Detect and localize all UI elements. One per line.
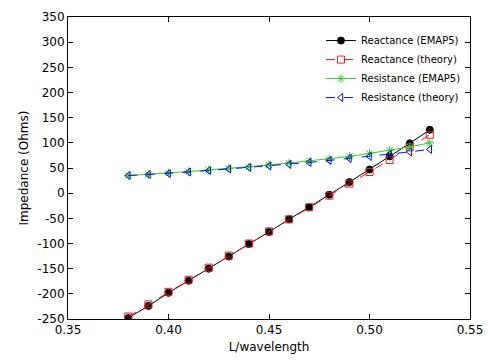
svg-text:-100: -100 <box>37 237 64 251</box>
svg-text:150: 150 <box>42 111 65 125</box>
svg-text:Reactance (theory): Reactance (theory) <box>361 54 457 65</box>
svg-text:Impedance (Ohms): Impedance (Ohms) <box>17 111 31 226</box>
svg-text:50: 50 <box>49 161 64 175</box>
svg-text:Resistance (EMAP5): Resistance (EMAP5) <box>361 73 460 84</box>
svg-text:200: 200 <box>42 86 65 100</box>
svg-text:L/wavelength: L/wavelength <box>229 340 310 354</box>
svg-text:0.45: 0.45 <box>256 323 283 337</box>
svg-text:0.55: 0.55 <box>457 323 484 337</box>
svg-text:Resistance (theory): Resistance (theory) <box>361 92 459 103</box>
svg-text:100: 100 <box>42 136 65 150</box>
svg-text:0.40: 0.40 <box>155 323 182 337</box>
svg-text:0.50: 0.50 <box>356 323 383 337</box>
svg-text:Reactance (EMAP5): Reactance (EMAP5) <box>361 35 459 46</box>
svg-text:250: 250 <box>42 61 65 75</box>
svg-text:300: 300 <box>42 35 65 49</box>
svg-text:0: 0 <box>57 186 65 200</box>
svg-text:350: 350 <box>42 10 65 24</box>
svg-text:-200: -200 <box>37 287 64 301</box>
svg-text:-250: -250 <box>37 312 64 326</box>
svg-text:-150: -150 <box>37 262 64 276</box>
svg-text:0.35: 0.35 <box>55 323 82 337</box>
svg-text:-50: -50 <box>45 212 65 226</box>
